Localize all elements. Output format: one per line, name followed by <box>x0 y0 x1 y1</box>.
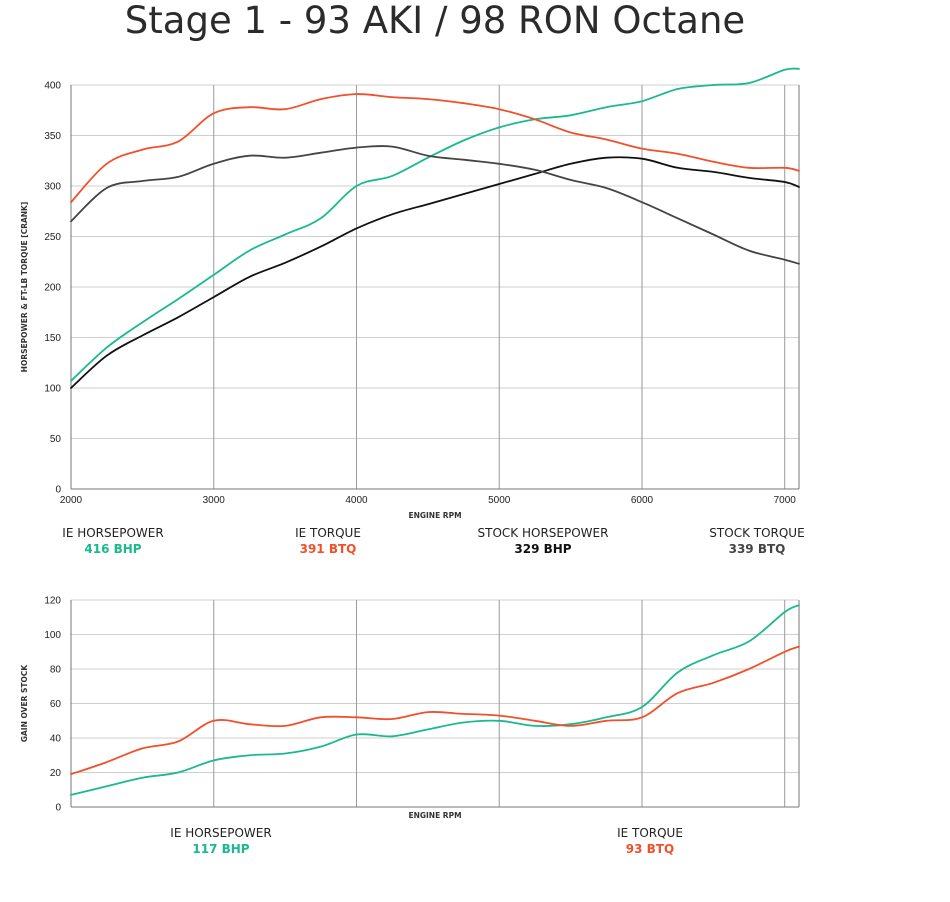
legend-value-ie-horsepower: 117 BHP <box>192 842 249 856</box>
y-axis-title: GAIN OVER STOCK <box>20 664 29 743</box>
y-tick-label: 0 <box>55 485 61 496</box>
y-tick-label: 50 <box>50 434 62 445</box>
y-tick-label: 40 <box>50 734 62 745</box>
x-tick-label: 3000 <box>203 495 226 506</box>
y-tick-label: 350 <box>44 131 61 142</box>
y-tick-label: 150 <box>44 333 61 344</box>
legend-label-stock-horsepower: STOCK HORSEPOWER <box>478 526 609 540</box>
y-tick-label: 60 <box>50 699 62 710</box>
series-line-ie-horsepower <box>70 67 800 382</box>
y-tick-label: 80 <box>50 665 62 676</box>
legend-value-ie-torque: 391 BTQ <box>300 542 357 556</box>
y-tick-label: 400 <box>44 81 61 92</box>
x-tick-label: 6000 <box>631 495 654 506</box>
x-tick-label: 4000 <box>345 495 368 506</box>
series-line-ie-torque <box>70 93 800 204</box>
y-tick-label: 20 <box>50 768 62 779</box>
top-power-torque-chart: 0 50 100 150 200 250 300 350 400 2000 3000 4000 5000… <box>20 67 805 556</box>
legend-label-stock-torque: STOCK TORQUE <box>709 526 804 540</box>
series-line-stock-torque <box>70 145 800 265</box>
legend-label-ie-torque: IE TORQUE <box>617 826 683 840</box>
y-tick-label: 0 <box>55 803 61 814</box>
x-axis-title: ENGINE RPM <box>408 811 461 820</box>
y-axis-title: HORSEPOWER & FT-LB TORQUE [CRANK] <box>20 202 29 373</box>
y-tick-label: 120 <box>44 596 61 607</box>
y-tick-label: 100 <box>44 630 61 641</box>
bottom-gain-chart: 0 20 40 60 80 100 120 ENGINE RPM GAIN OVER STOCK… <box>20 596 800 856</box>
x-axis-title: ENGINE RPM <box>408 511 461 520</box>
legend-value-ie-torque: 93 BTQ <box>626 842 674 856</box>
legend-label-ie-horsepower: IE HORSEPOWER <box>170 826 271 840</box>
page-title: Stage 1 - 93 AKI / 98 RON Octane <box>124 0 746 42</box>
series-line-stock-horsepower <box>70 156 800 389</box>
legend-value-stock-torque: 339 BTQ <box>729 542 786 556</box>
series-line-ie-horsepower <box>70 604 800 796</box>
legend-label-ie-horsepower: IE HORSEPOWER <box>62 526 163 540</box>
legend-label-ie-torque: IE TORQUE <box>295 526 361 540</box>
legend-value-stock-horsepower: 329 BHP <box>514 542 571 556</box>
y-tick-label: 100 <box>44 384 61 395</box>
x-tick-label: 7000 <box>774 495 797 506</box>
y-tick-label: 300 <box>44 182 61 193</box>
x-tick-label: 2000 <box>60 495 83 506</box>
x-tick-label: 5000 <box>488 495 511 506</box>
y-tick-label: 250 <box>44 232 61 243</box>
series-line-ie-torque <box>70 645 800 776</box>
y-tick-label: 200 <box>44 283 61 294</box>
legend-value-ie-horsepower: 416 BHP <box>84 542 141 556</box>
